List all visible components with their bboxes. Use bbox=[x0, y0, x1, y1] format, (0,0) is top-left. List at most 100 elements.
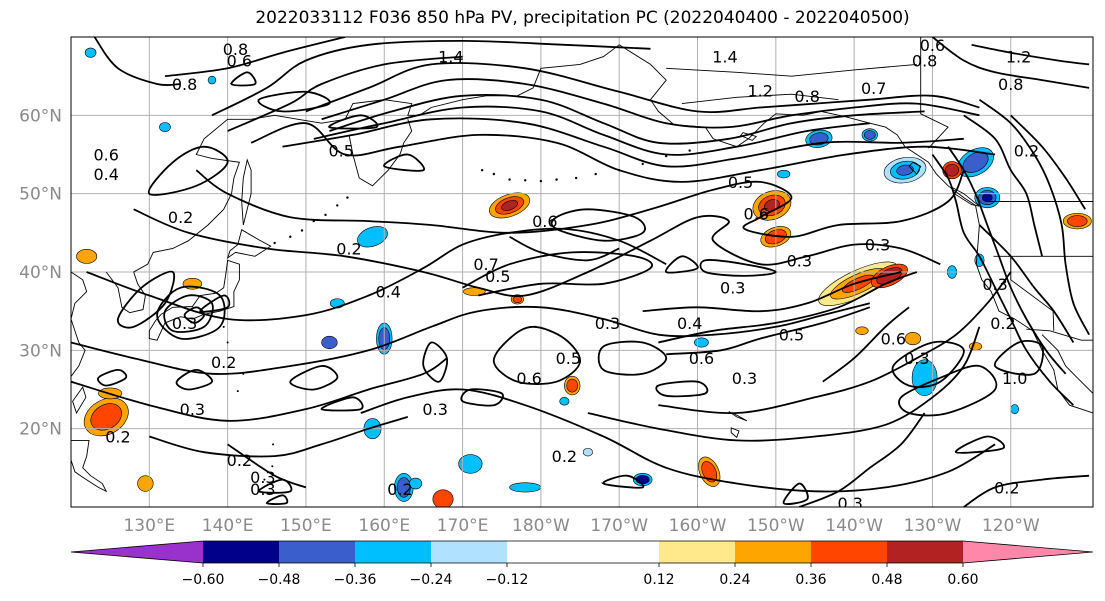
pv-contour bbox=[898, 364, 998, 417]
contour-label: 0.6 bbox=[94, 146, 119, 165]
contour-label: 0.2 bbox=[387, 480, 412, 499]
colorbar-tick-label: 0.24 bbox=[719, 572, 750, 588]
pv-contour bbox=[327, 114, 379, 130]
colorbar-tick-labels: −0.60 −0.48 −0.36 −0.24 −0.12 0.12 0.24 0.36 0.4… bbox=[182, 563, 979, 588]
coastline bbox=[908, 161, 922, 175]
pv-contour bbox=[258, 478, 293, 494]
colorbar-tick-label: 0.60 bbox=[947, 572, 978, 588]
pv-contour bbox=[978, 224, 1075, 343]
precip-cell bbox=[1010, 404, 1019, 415]
precip-cell bbox=[509, 482, 542, 493]
pv-contour bbox=[321, 78, 980, 129]
pv-contour bbox=[931, 37, 1090, 89]
pv-contour bbox=[175, 368, 213, 391]
longitude-label: 130°E bbox=[123, 516, 175, 536]
contour-label: 0.4 bbox=[677, 314, 702, 333]
pv-contour bbox=[199, 294, 231, 313]
contour-label: 1.4 bbox=[438, 48, 463, 67]
pv-contour bbox=[195, 169, 965, 238]
pv-contour bbox=[699, 259, 777, 277]
contour-label: 0.6 bbox=[516, 369, 541, 388]
pv-contour bbox=[963, 114, 1043, 257]
contour-label: 0.3 bbox=[180, 400, 205, 419]
contour-label: 0.8 bbox=[794, 87, 819, 106]
colorbar-segment bbox=[279, 541, 355, 563]
coastline bbox=[71, 439, 108, 493]
contour-label: 0.3 bbox=[250, 480, 275, 499]
map-frame bbox=[70, 36, 1094, 508]
colorbar-segment bbox=[355, 541, 431, 563]
precip-cell bbox=[559, 397, 570, 406]
pv-contour bbox=[947, 146, 1067, 375]
pv-contour bbox=[666, 306, 871, 356]
pv-contour bbox=[658, 271, 1012, 415]
contour-label: 0.2 bbox=[105, 428, 130, 447]
coastline bbox=[226, 229, 272, 260]
colorbar-tick-label: −0.60 bbox=[182, 572, 225, 588]
contour-label: 0.4 bbox=[375, 283, 400, 302]
coastline bbox=[71, 271, 88, 412]
precip-cell bbox=[90, 403, 123, 431]
coastline bbox=[1041, 334, 1093, 394]
contour-label: 0.2 bbox=[994, 478, 1019, 497]
coastline bbox=[105, 44, 620, 314]
precip-cell bbox=[159, 122, 171, 133]
pv-contour bbox=[931, 153, 1075, 406]
colorbar-tick-label: −0.36 bbox=[334, 572, 377, 588]
colorbar-tick-label: −0.24 bbox=[410, 572, 453, 588]
colorbar-tick-label: 0.36 bbox=[795, 572, 826, 588]
pv-contour bbox=[642, 271, 902, 313]
coastline bbox=[72, 386, 87, 415]
longitude-label: 150°W bbox=[747, 516, 805, 536]
precip-cell bbox=[904, 332, 922, 346]
longitude-label: 180°W bbox=[512, 516, 570, 536]
coastline bbox=[920, 37, 949, 149]
contour-label: 0.2 bbox=[168, 208, 193, 227]
pv-contour bbox=[822, 306, 910, 383]
contour-label: 0.6 bbox=[881, 330, 906, 349]
precip-cell bbox=[84, 47, 97, 58]
coastlines bbox=[71, 37, 1093, 493]
contour-label: 0.6 bbox=[532, 212, 557, 231]
precip-cell bbox=[512, 295, 523, 304]
contour-label: 0.3 bbox=[837, 494, 862, 513]
precip-cell bbox=[694, 337, 709, 348]
pv-contour bbox=[313, 105, 870, 156]
graticule bbox=[71, 37, 1093, 507]
contour-label: 0.2 bbox=[336, 240, 361, 259]
longitude-label: 140°E bbox=[202, 516, 254, 536]
precip-cell bbox=[357, 226, 388, 248]
pv-contour bbox=[891, 340, 965, 388]
coastline bbox=[666, 63, 917, 77]
colorbar bbox=[70, 540, 1094, 564]
coastline bbox=[681, 93, 839, 105]
contour-label: 0.8 bbox=[912, 52, 937, 71]
contour-label: 0.8 bbox=[172, 75, 197, 94]
precip-cell bbox=[635, 474, 650, 485]
pv-contour bbox=[71, 357, 448, 422]
contour-label: 0.7 bbox=[473, 255, 498, 274]
contour-label: 0.3 bbox=[904, 349, 929, 368]
latitude-label: 30°N bbox=[19, 341, 62, 361]
pv-contour bbox=[798, 412, 926, 507]
pv-contour bbox=[93, 37, 181, 87]
pv-contour bbox=[462, 251, 653, 297]
pv-contour bbox=[955, 435, 1005, 454]
pv-contours bbox=[71, 37, 1090, 507]
contour-label: 0.4 bbox=[94, 165, 119, 184]
contour-label: 0.5 bbox=[728, 173, 753, 192]
pv-contour bbox=[422, 341, 448, 383]
pv-contour bbox=[86, 227, 667, 322]
latitude-labels: 60°N 50°N 40°N 30°N 20°N bbox=[19, 106, 62, 439]
contour-label: 1.2 bbox=[1006, 48, 1031, 67]
contour-label: 1.4 bbox=[712, 48, 737, 67]
latitude-label: 20°N bbox=[19, 420, 62, 440]
precip-cell bbox=[409, 477, 423, 490]
colorbar-segment bbox=[659, 541, 735, 563]
pv-contour bbox=[600, 474, 645, 489]
longitude-label: 120°W bbox=[982, 516, 1040, 536]
pv-contour bbox=[597, 340, 668, 376]
coastline bbox=[1026, 328, 1093, 341]
pv-contour bbox=[133, 208, 941, 297]
precip-cell bbox=[463, 287, 486, 296]
